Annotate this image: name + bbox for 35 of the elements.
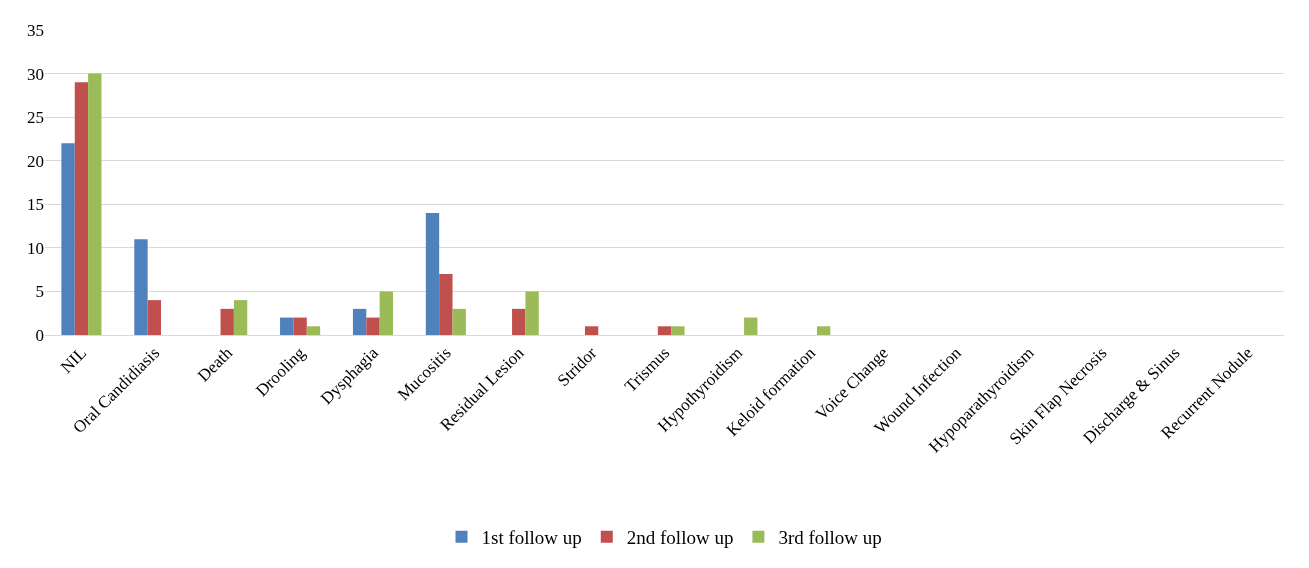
bar	[233, 300, 248, 335]
y-tick-label: 15	[27, 195, 44, 215]
y-tick-label: 10	[27, 238, 44, 258]
bar	[584, 326, 599, 335]
bar	[671, 326, 685, 335]
legend-label: 2nd follow up	[626, 527, 734, 549]
bar	[439, 274, 453, 335]
x-tick-label: NIL	[56, 343, 91, 377]
bar	[306, 326, 321, 335]
y-tick-label: 35	[27, 20, 44, 40]
bar	[744, 317, 758, 335]
bar	[61, 143, 75, 335]
bar	[657, 326, 672, 335]
bar	[452, 308, 466, 335]
bar	[280, 317, 294, 335]
bar	[88, 73, 102, 335]
bar	[352, 308, 367, 335]
y-tick-label: 5	[35, 282, 44, 302]
bar	[147, 300, 161, 335]
bar	[425, 213, 440, 335]
bar	[366, 317, 380, 335]
y-tick-label: 0	[35, 325, 44, 345]
legend-label: 1st follow up	[481, 527, 582, 549]
bar	[74, 82, 89, 335]
bar	[525, 291, 539, 335]
y-tick-label: 30	[27, 64, 44, 84]
y-tick-label: 25	[27, 108, 44, 128]
legend-label: 3rd follow up	[778, 527, 882, 549]
bar	[293, 317, 307, 335]
y-tick-label: 20	[27, 151, 44, 171]
bar	[512, 308, 526, 335]
bar	[816, 326, 831, 335]
bar	[379, 291, 394, 335]
bar	[220, 308, 234, 335]
bar	[134, 239, 148, 335]
